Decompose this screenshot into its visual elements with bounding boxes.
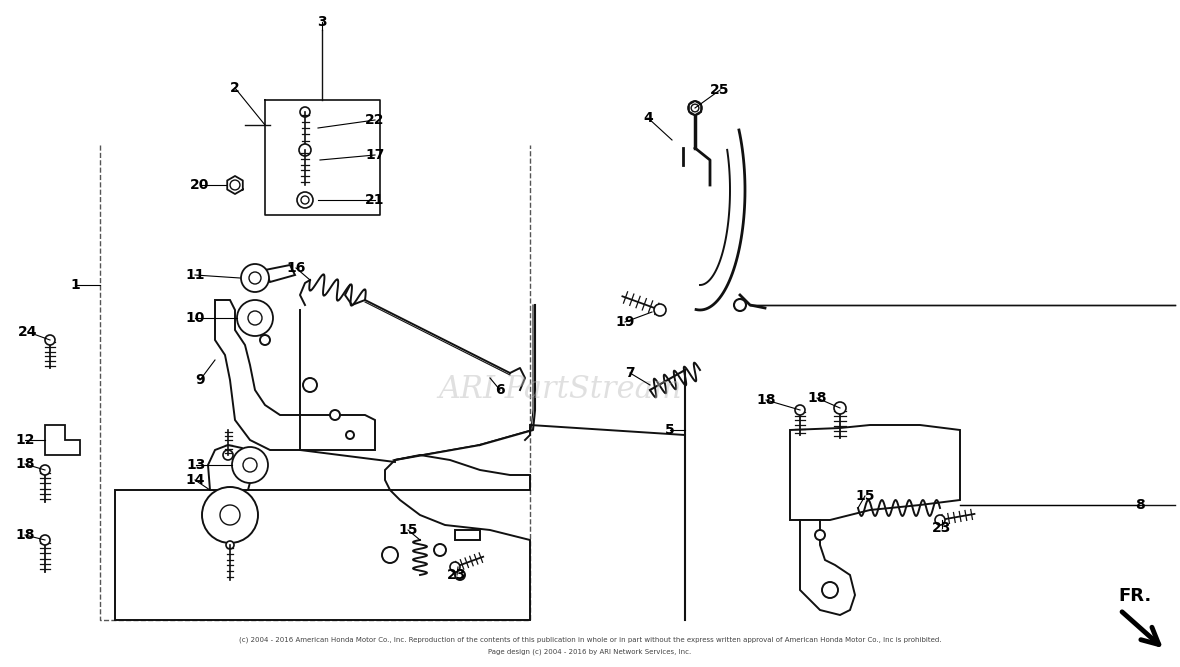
Text: 18: 18	[15, 528, 34, 542]
Text: 4: 4	[643, 111, 653, 125]
Text: 20: 20	[190, 178, 210, 192]
Text: Page design (c) 2004 - 2016 by ARI Network Services, Inc.: Page design (c) 2004 - 2016 by ARI Netwo…	[489, 649, 691, 655]
Text: 15: 15	[856, 489, 874, 503]
Text: 24: 24	[18, 325, 38, 339]
Circle shape	[691, 104, 699, 112]
Polygon shape	[45, 425, 80, 455]
Circle shape	[434, 544, 446, 556]
Circle shape	[450, 562, 460, 572]
Circle shape	[301, 196, 309, 204]
Polygon shape	[789, 425, 961, 520]
Text: 23: 23	[447, 568, 466, 582]
Text: FR.: FR.	[1117, 587, 1152, 605]
Circle shape	[223, 450, 232, 460]
Text: ARI PartStream: ARI PartStream	[438, 374, 682, 406]
Circle shape	[230, 180, 240, 190]
Text: 1: 1	[70, 278, 80, 292]
Text: 19: 19	[615, 315, 635, 329]
Circle shape	[382, 547, 398, 563]
Polygon shape	[800, 520, 856, 615]
Text: 21: 21	[366, 193, 385, 207]
Text: 11: 11	[185, 268, 205, 282]
Circle shape	[260, 335, 270, 345]
Circle shape	[299, 144, 312, 156]
Text: 12: 12	[15, 433, 34, 447]
Circle shape	[795, 405, 805, 415]
Polygon shape	[266, 265, 295, 282]
Text: 25: 25	[710, 83, 729, 97]
Circle shape	[303, 378, 317, 392]
Circle shape	[40, 535, 50, 545]
Circle shape	[227, 541, 234, 549]
Text: 7: 7	[625, 366, 635, 380]
Circle shape	[232, 447, 268, 483]
Circle shape	[243, 458, 257, 472]
Circle shape	[241, 264, 269, 292]
Text: 8: 8	[1135, 498, 1145, 512]
Polygon shape	[114, 455, 530, 620]
Circle shape	[237, 300, 273, 336]
Circle shape	[40, 465, 50, 475]
Circle shape	[45, 335, 55, 345]
Text: 3: 3	[317, 15, 327, 29]
Circle shape	[346, 431, 354, 439]
Text: 18: 18	[807, 391, 827, 405]
Circle shape	[734, 299, 746, 311]
Text: 15: 15	[398, 523, 418, 537]
Circle shape	[935, 515, 945, 525]
Text: (c) 2004 - 2016 American Honda Motor Co., Inc. Reproduction of the contents of t: (c) 2004 - 2016 American Honda Motor Co.…	[238, 637, 942, 643]
Text: 17: 17	[366, 148, 385, 162]
Text: 23: 23	[932, 521, 952, 535]
Text: 13: 13	[186, 458, 205, 472]
Circle shape	[455, 570, 465, 580]
Text: 14: 14	[185, 473, 205, 487]
Circle shape	[300, 107, 310, 117]
Circle shape	[249, 272, 261, 284]
Text: 18: 18	[15, 457, 34, 471]
Circle shape	[219, 505, 240, 525]
Text: 5: 5	[666, 423, 675, 437]
Text: 9: 9	[195, 373, 205, 387]
Circle shape	[834, 402, 846, 414]
Circle shape	[248, 311, 262, 325]
Text: 22: 22	[366, 113, 385, 127]
Circle shape	[815, 530, 825, 540]
Polygon shape	[455, 530, 480, 540]
Circle shape	[330, 410, 340, 420]
Circle shape	[202, 487, 258, 543]
Polygon shape	[215, 300, 375, 450]
Text: 6: 6	[496, 383, 505, 397]
Circle shape	[822, 582, 838, 598]
Circle shape	[688, 101, 702, 115]
Text: 10: 10	[185, 311, 204, 325]
Text: 18: 18	[756, 393, 775, 407]
Circle shape	[654, 304, 666, 316]
Text: 16: 16	[287, 261, 306, 275]
Text: 2: 2	[230, 81, 240, 95]
Polygon shape	[208, 445, 253, 490]
Circle shape	[297, 192, 313, 208]
